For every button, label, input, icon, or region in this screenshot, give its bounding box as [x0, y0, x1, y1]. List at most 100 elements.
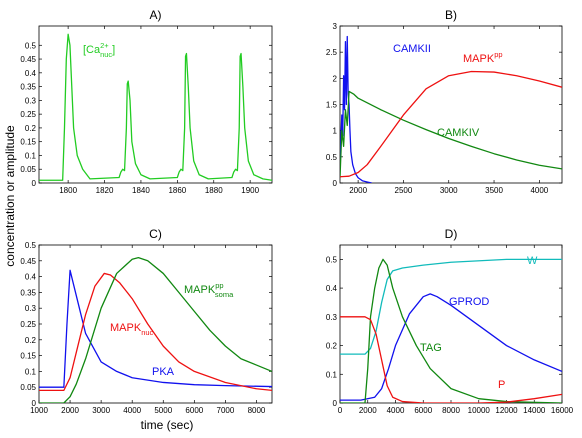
x-tick-label: 0	[338, 406, 343, 415]
x-tick-label: 16000	[551, 406, 574, 415]
x-tick-label: 3000	[440, 186, 458, 195]
y-tick-label: 0.3	[25, 96, 37, 105]
y-tick-label: 0.5	[326, 255, 338, 264]
y-tick-label: 0.2	[25, 336, 37, 345]
x-tick-label: 1900	[241, 186, 259, 195]
x-tick-label: 12000	[495, 406, 518, 415]
x-tick-label: 4000	[530, 186, 548, 195]
x-tick-label: 6000	[185, 406, 203, 415]
x-tick-label: 1880	[205, 186, 223, 195]
plot-frame	[339, 244, 563, 404]
y-tick-label: 0.3	[326, 313, 338, 322]
series-label-ca: [Ca2+ nuc]	[83, 41, 115, 59]
plot-frame	[339, 25, 563, 184]
y-tick-label: 0.1	[25, 151, 37, 160]
x-tick-label: 1000	[30, 406, 48, 415]
x-tick-label: 8000	[248, 406, 266, 415]
panel-title: A)	[150, 8, 162, 22]
y-tick-label: 0.2	[326, 342, 338, 351]
series-label-gprod: GPROD	[449, 296, 489, 308]
series-label-tag: TAG	[420, 342, 442, 354]
y-tick-label: 1	[333, 127, 338, 136]
y-tick-label: 0.05	[20, 383, 36, 392]
y-tick-label: 0.25	[20, 110, 36, 119]
y-tick-label: 0.25	[20, 320, 36, 329]
panel-1: A) 1800 1820 1840 1860 1880 1900 0 0.05 0.1 0.15 0.…	[20, 8, 273, 195]
x-tick-label: 4000	[123, 406, 141, 415]
x-tick-label: 6000	[414, 406, 432, 415]
y-tick-label: 0.35	[20, 288, 36, 297]
series-label-mapkpp-soma: MAPKpp soma	[184, 281, 234, 299]
y-tick-label: 0.15	[20, 352, 36, 361]
plot-frame	[38, 25, 273, 184]
series-line-mapk-nuc	[39, 272, 272, 392]
y-tick-label: 0.2	[25, 124, 37, 133]
series-line-pka	[39, 269, 272, 388]
series-line-gprod	[340, 293, 562, 401]
x-tick-label: 7000	[217, 406, 235, 415]
x-tick-label: 1840	[132, 186, 150, 195]
y-tick-label: 0.45	[20, 55, 36, 64]
x-tick-label: 4000	[387, 406, 405, 415]
series-label-mapkpp: MAPKpp	[463, 50, 503, 65]
series-line-ca	[39, 33, 272, 181]
y-tick-label: 0.4	[25, 69, 37, 78]
panel-2: B) 2000 2500 3000 3500 4000 0 0.5 1 1.5 2 2.5 3 CAMKI…	[326, 8, 563, 195]
y-tick-label: 0.4	[25, 273, 37, 282]
panel-title: D)	[445, 227, 458, 241]
y-tick-label: 0	[32, 179, 37, 188]
series-line-p	[340, 316, 562, 403]
chart-panels: A) 1800 1820 1840 1860 1880 1900 0 0.05 0.1 0.15 0.…	[20, 8, 573, 415]
y-tick-label: 3	[333, 22, 338, 31]
y-tick-label: 1.5	[326, 101, 338, 110]
panel-4: D) 0 2000 4000 6000 8000 10000 12000 14000 16000 0…	[326, 227, 574, 415]
x-tick-label: 5000	[154, 406, 172, 415]
x-tick-label: 3000	[92, 406, 110, 415]
x-tick-label: 8000	[442, 406, 460, 415]
y-tick-label: 0.5	[25, 241, 37, 250]
y-tick-label: 2	[333, 74, 338, 83]
series-label-mapk-nuc: MAPKnuc	[110, 322, 154, 337]
y-tick-label: 0.5	[326, 153, 338, 162]
x-tick-label: 2500	[395, 186, 413, 195]
y-tick-label: 0.45	[20, 257, 36, 266]
y-tick-label: 2.5	[326, 48, 338, 57]
x-tick-label: 3500	[485, 186, 503, 195]
y-tick-label: 0.3	[25, 304, 37, 313]
x-tick-label: 1820	[96, 186, 114, 195]
series-line-camkii	[340, 35, 372, 183]
y-tick-label: 0.1	[25, 367, 37, 376]
x-tick-label: 1860	[168, 186, 186, 195]
y-axis-label: concentration or amplitude	[3, 125, 17, 267]
series-line-mapkpp	[340, 70, 562, 178]
y-tick-label: 0.1	[326, 370, 338, 379]
panel-title: C)	[149, 227, 162, 241]
series-line-mapkpp-soma	[39, 256, 272, 403]
series-label-camkiv: CAMKIV	[437, 127, 480, 139]
x-tick-label: 2000	[359, 406, 377, 415]
series-label-camkii: CAMKII	[393, 43, 431, 55]
y-tick-label: 0.35	[20, 83, 36, 92]
y-tick-label: 0	[333, 179, 338, 188]
y-tick-label: 0	[32, 399, 37, 408]
plot-frame	[38, 244, 273, 404]
series-label-pka: PKA	[152, 366, 175, 378]
panel-3: C) 1000 2000 3000 4000 5000 6000 7000 8000 0 0.05 0…	[20, 227, 273, 415]
series-label-p: P	[498, 379, 505, 391]
x-axis-label: time (sec)	[141, 418, 194, 432]
series-label-w: W	[527, 255, 538, 267]
series-line-camkiv	[340, 90, 562, 178]
series-line-tag	[340, 258, 562, 403]
x-tick-label: 14000	[523, 406, 546, 415]
y-tick-label: 0	[333, 399, 338, 408]
y-tick-label: 0.5	[25, 41, 37, 50]
y-tick-label: 0.4	[326, 284, 338, 293]
x-tick-label: 1800	[59, 186, 77, 195]
panel-title: B)	[445, 8, 457, 22]
x-tick-label: 2000	[61, 406, 79, 415]
x-tick-label: 10000	[468, 406, 491, 415]
y-tick-label: 0.05	[20, 165, 36, 174]
x-tick-label: 2000	[349, 186, 367, 195]
y-tick-label: 0.15	[20, 138, 36, 147]
